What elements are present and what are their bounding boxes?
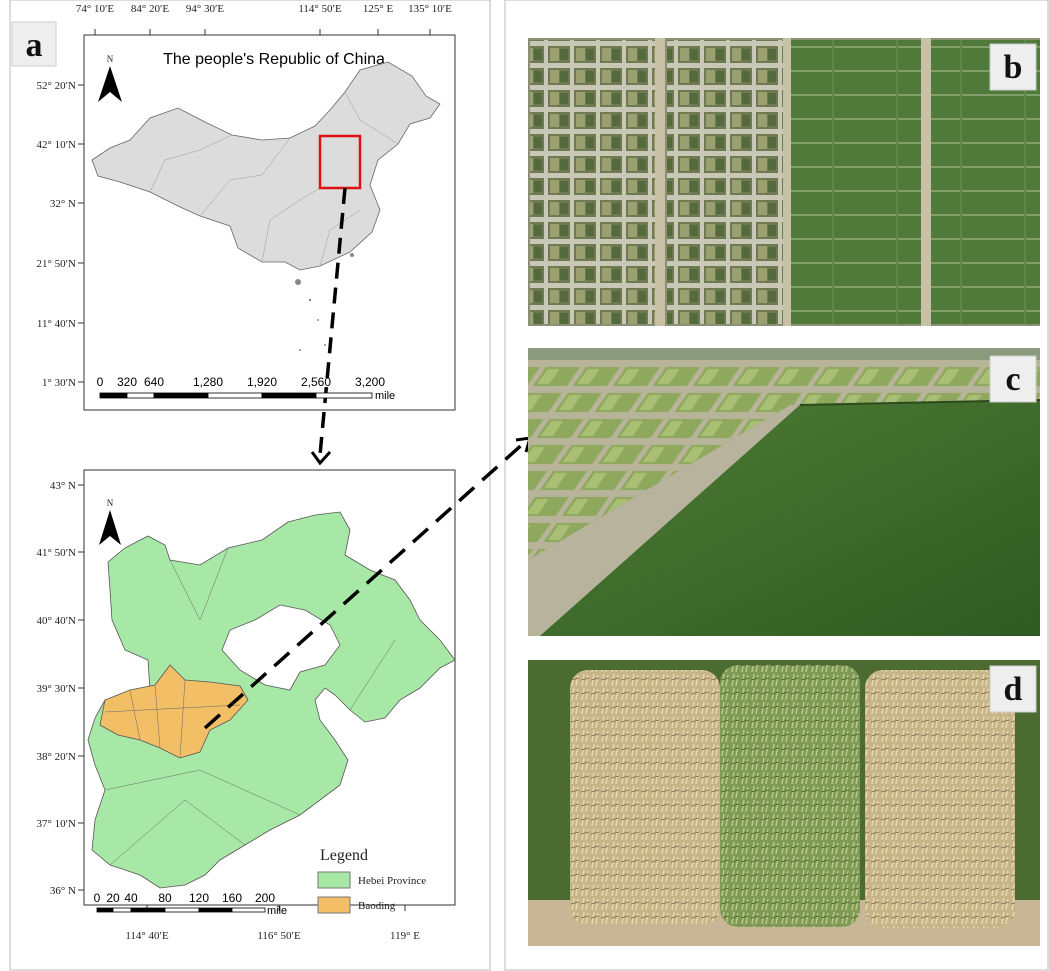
scale-label: 3,200 — [355, 375, 385, 389]
scale-label: 40 — [124, 891, 138, 905]
x-label: 116° 50′E — [257, 930, 301, 942]
scale-bar — [97, 908, 265, 912]
scale-unit: mile — [375, 390, 395, 402]
legend-label: Hebei Province — [358, 875, 426, 887]
legend-swatch — [318, 872, 350, 888]
y-label: 43° N — [50, 480, 76, 492]
photo-field-oblique — [528, 348, 1040, 636]
panel-label: d — [1004, 671, 1023, 708]
panel-label: b — [1004, 49, 1023, 86]
y-label: 21° 50′N — [37, 258, 77, 270]
legend-label: Baoding — [358, 900, 396, 912]
scale-label: 20 — [106, 891, 120, 905]
y-label: 38° 20′N — [37, 751, 77, 763]
legend-swatch — [318, 897, 350, 913]
scale-label: 2,560 — [301, 375, 331, 389]
y-label: 32° N — [50, 198, 76, 210]
legend-title: Legend — [320, 847, 368, 864]
y-label: 11° 40′N — [37, 318, 76, 330]
x-label: 84° 20′E — [131, 3, 170, 15]
photo-wheat-plots — [528, 660, 1040, 946]
scale-bar — [100, 393, 372, 398]
x-label: 135° 10′E — [408, 3, 452, 15]
arrow-head — [312, 452, 330, 463]
x-label: 74° 10′E — [76, 3, 115, 15]
map-title: The people's Republic of China — [163, 51, 385, 68]
scale-unit: mile — [267, 905, 287, 917]
figure: a The people's Republic of China N 74° 1… — [0, 0, 1049, 971]
x-label: 114° 40′E — [125, 930, 169, 942]
y-label: 42° 10′N — [37, 139, 77, 151]
y-label: 1° 30′N — [42, 377, 76, 389]
north-label: N — [107, 54, 114, 64]
y-label: 40° 40′N — [37, 615, 77, 627]
y-label: 39° 30′N — [37, 683, 77, 695]
scale-label: 1,920 — [247, 375, 277, 389]
x-label: 114° 50′E — [298, 3, 342, 15]
scale-label: 160 — [222, 891, 242, 905]
scale-label: 1,280 — [193, 375, 223, 389]
panel-label: c — [1005, 361, 1020, 398]
y-label: 52° 20′N — [37, 80, 77, 92]
photo-field-aerial — [528, 38, 1040, 326]
scale-label: 80 — [158, 891, 172, 905]
scale-label: 120 — [189, 891, 209, 905]
y-label: 36° N — [50, 885, 76, 897]
x-label: 119° E — [390, 930, 420, 942]
panel-label: a — [26, 27, 43, 64]
y-label: 37° 10′N — [37, 818, 77, 830]
y-label: 41° 50′N — [37, 547, 77, 559]
scale-label: 640 — [144, 375, 164, 389]
scale-label: 0 — [97, 375, 104, 389]
north-label: N — [107, 498, 114, 508]
scale-label: 200 — [255, 891, 275, 905]
x-label: 125° E — [363, 3, 394, 15]
x-label: 94° 30′E — [186, 3, 225, 15]
scale-label: 0 — [94, 891, 101, 905]
scale-label: 320 — [117, 375, 137, 389]
